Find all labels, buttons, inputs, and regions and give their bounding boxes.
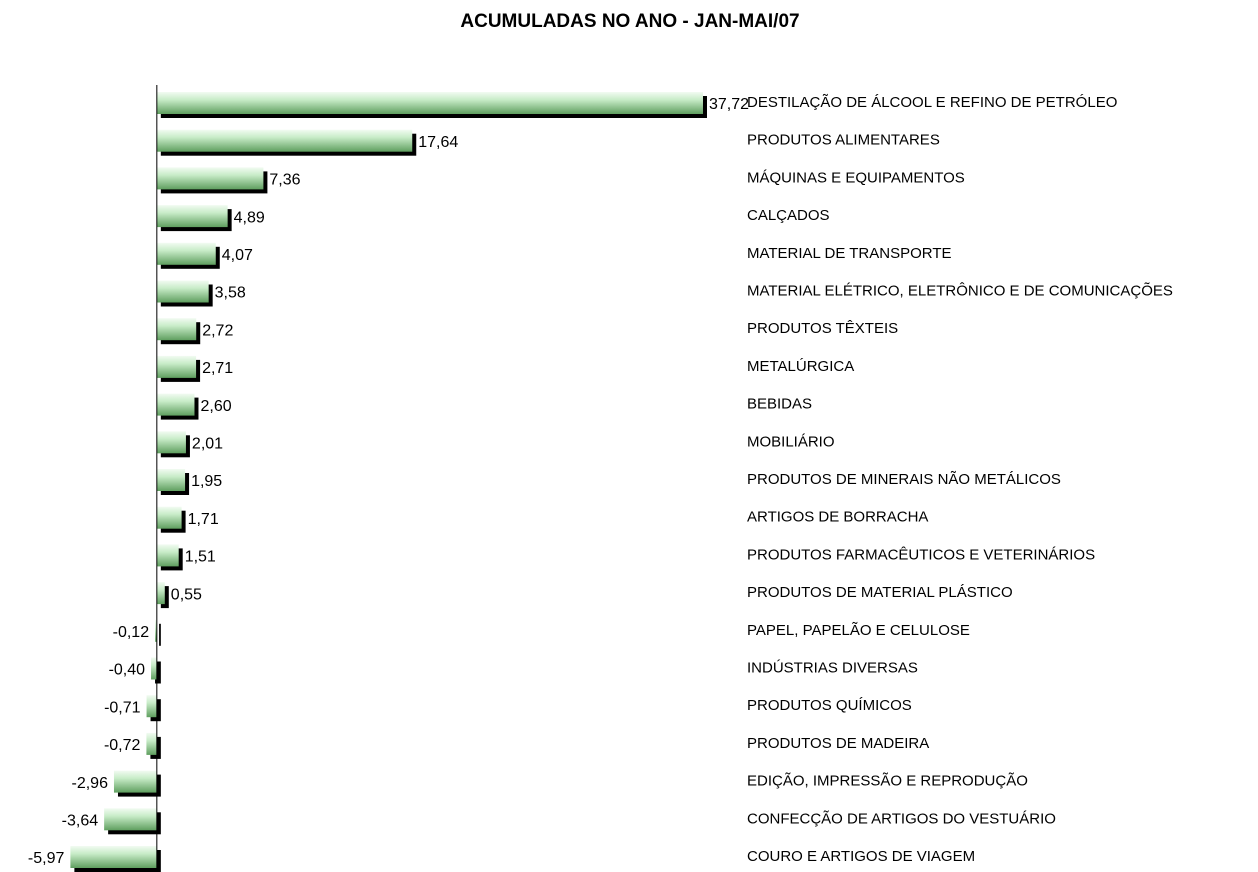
category-label: PRODUTOS QUÍMICOS xyxy=(747,697,912,714)
bar xyxy=(156,355,197,378)
bar xyxy=(156,318,197,341)
category-label: MATERIAL DE TRANSPORTE xyxy=(747,245,952,262)
value-label: 1,95 xyxy=(191,473,222,490)
value-label: -0,72 xyxy=(104,737,141,754)
bar-shadow xyxy=(155,661,161,684)
value-label: 3,58 xyxy=(215,285,246,302)
category-label: BEBIDAS xyxy=(747,396,812,413)
category-label: PRODUTOS DE MADEIRA xyxy=(747,735,929,752)
chart-title: ACUMULADAS NO ANO - JAN-MAI/07 xyxy=(460,11,799,32)
value-label: 2,71 xyxy=(202,360,233,377)
value-label: 1,71 xyxy=(188,511,219,528)
category-label: PAPEL, PAPELÃO E CELULOSE xyxy=(747,622,970,639)
value-label: -0,71 xyxy=(104,699,141,716)
value-label: 2,60 xyxy=(200,398,231,415)
category-label: PRODUTOS TÊXTEIS xyxy=(747,320,898,337)
category-label: DESTILAÇÃO DE ÁLCOOL E REFINO DE PETRÓLE… xyxy=(747,94,1117,111)
value-label: -3,64 xyxy=(62,813,99,830)
bar xyxy=(156,506,182,529)
bar xyxy=(156,205,228,228)
bar xyxy=(156,431,186,454)
category-label: ARTIGOS DE BORRACHA xyxy=(747,509,928,526)
bar xyxy=(156,167,264,190)
bar xyxy=(156,582,165,605)
bar xyxy=(156,129,413,152)
bar xyxy=(151,657,157,680)
bar xyxy=(146,695,157,718)
value-label: 2,72 xyxy=(202,322,233,339)
value-label: 7,36 xyxy=(269,172,300,189)
value-label: 4,89 xyxy=(234,209,265,226)
category-label: PRODUTOS DE MINERAIS NÃO METÁLICOS xyxy=(747,471,1061,488)
value-label: -5,97 xyxy=(28,850,65,867)
bar xyxy=(156,92,703,114)
bar xyxy=(156,469,186,491)
category-label: PRODUTOS FARMACÊUTICOS E VETERINÁRIOS xyxy=(747,546,1095,563)
value-label: 0,55 xyxy=(171,586,202,603)
value-label: 4,07 xyxy=(222,247,253,264)
bar-shadow xyxy=(159,623,161,646)
value-label: -0,12 xyxy=(113,624,150,641)
value-label: -2,96 xyxy=(72,775,109,792)
bar xyxy=(70,846,157,868)
bar-shadow xyxy=(160,586,169,609)
value-label: 17,64 xyxy=(418,134,458,151)
category-label: COURO E ARTIGOS DE VIAGEM xyxy=(747,848,975,865)
category-label: MÁQUINAS E EQUIPAMENTOS xyxy=(747,169,965,186)
category-label: PRODUTOS DE MATERIAL PLÁSTICO xyxy=(747,584,1013,601)
bar xyxy=(104,808,157,831)
bar xyxy=(146,732,157,755)
category-label: EDIÇÃO, IMPRESSÃO E REPRODUÇÃO xyxy=(747,773,1028,790)
category-label: MOBILIÁRIO xyxy=(747,433,835,450)
category-label: CALÇADOS xyxy=(747,207,830,224)
value-label: 37,72 xyxy=(709,96,749,113)
category-label: CONFECÇÃO DE ARTIGOS DO VESTUÁRIO xyxy=(747,810,1056,827)
bar xyxy=(156,242,216,265)
bar xyxy=(156,544,179,567)
category-label: INDÚSTRIAS DIVERSAS xyxy=(747,659,918,676)
category-label: METALÚRGICA xyxy=(747,358,854,375)
bar xyxy=(156,280,209,303)
category-label: PRODUTOS ALIMENTARES xyxy=(747,132,940,149)
value-label: 2,01 xyxy=(192,436,223,453)
category-label: MATERIAL ELÉTRICO, ELETRÔNICO E DE COMUN… xyxy=(747,282,1173,299)
bar xyxy=(156,393,195,416)
bar xyxy=(155,619,157,642)
bar xyxy=(113,770,157,793)
value-label: 1,51 xyxy=(185,549,216,566)
value-label: -0,40 xyxy=(109,662,146,679)
